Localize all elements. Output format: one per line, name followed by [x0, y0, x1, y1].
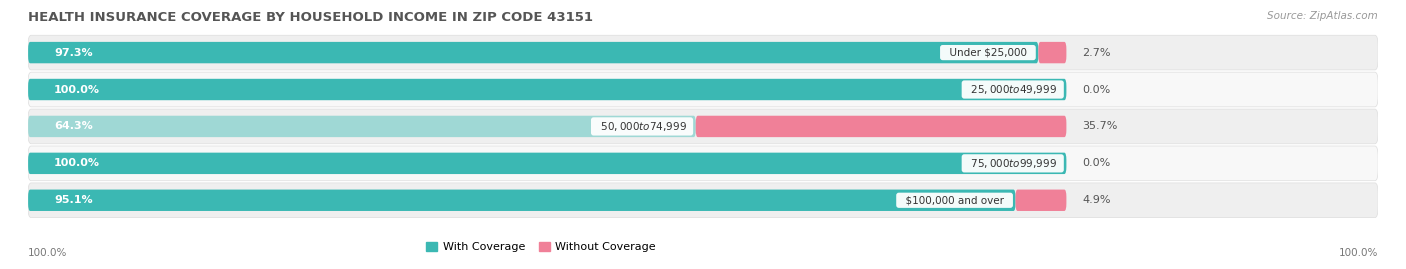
Text: 0.0%: 0.0% — [1083, 84, 1111, 94]
FancyBboxPatch shape — [28, 109, 1378, 144]
Text: 100.0%: 100.0% — [28, 248, 67, 258]
FancyBboxPatch shape — [1015, 190, 1066, 211]
FancyBboxPatch shape — [696, 116, 1066, 137]
FancyBboxPatch shape — [28, 146, 1378, 181]
Text: 4.9%: 4.9% — [1083, 195, 1111, 205]
Text: 2.7%: 2.7% — [1083, 48, 1111, 58]
Text: $100,000 and over: $100,000 and over — [898, 195, 1011, 205]
FancyBboxPatch shape — [28, 35, 1378, 70]
FancyBboxPatch shape — [28, 116, 696, 137]
Text: 100.0%: 100.0% — [53, 158, 100, 168]
FancyBboxPatch shape — [28, 153, 1066, 174]
Legend: With Coverage, Without Coverage: With Coverage, Without Coverage — [422, 237, 661, 256]
FancyBboxPatch shape — [28, 72, 1378, 107]
Text: 97.3%: 97.3% — [53, 48, 93, 58]
Text: $75,000 to $99,999: $75,000 to $99,999 — [965, 157, 1062, 170]
Text: $50,000 to $74,999: $50,000 to $74,999 — [593, 120, 690, 133]
FancyBboxPatch shape — [28, 190, 1015, 211]
FancyBboxPatch shape — [1039, 42, 1066, 63]
FancyBboxPatch shape — [28, 42, 1039, 63]
FancyBboxPatch shape — [28, 183, 1378, 218]
Text: 0.0%: 0.0% — [1083, 158, 1111, 168]
Text: Source: ZipAtlas.com: Source: ZipAtlas.com — [1267, 11, 1378, 21]
Text: 100.0%: 100.0% — [1339, 248, 1378, 258]
Text: 95.1%: 95.1% — [53, 195, 93, 205]
Text: Under $25,000: Under $25,000 — [942, 48, 1033, 58]
Text: HEALTH INSURANCE COVERAGE BY HOUSEHOLD INCOME IN ZIP CODE 43151: HEALTH INSURANCE COVERAGE BY HOUSEHOLD I… — [28, 11, 593, 24]
Text: 35.7%: 35.7% — [1083, 121, 1118, 132]
Text: 100.0%: 100.0% — [53, 84, 100, 94]
Text: 64.3%: 64.3% — [53, 121, 93, 132]
Text: $25,000 to $49,999: $25,000 to $49,999 — [965, 83, 1062, 96]
FancyBboxPatch shape — [28, 79, 1066, 100]
